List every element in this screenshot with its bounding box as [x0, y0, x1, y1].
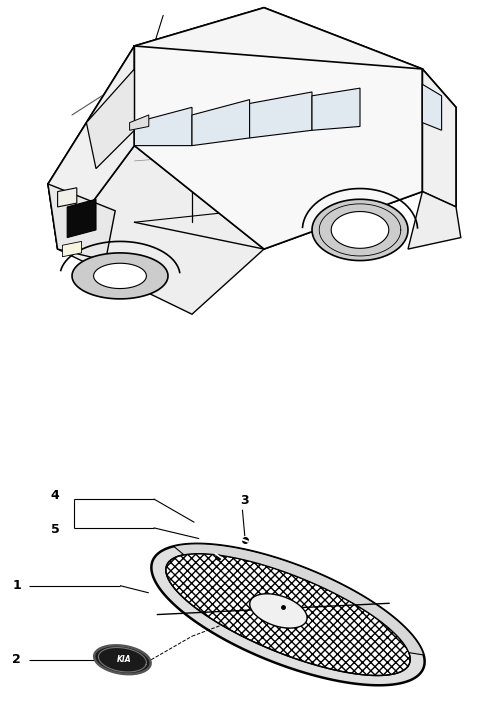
- Polygon shape: [67, 200, 96, 238]
- Polygon shape: [422, 69, 456, 207]
- Text: 1: 1: [12, 579, 21, 592]
- Polygon shape: [422, 85, 442, 130]
- Polygon shape: [331, 212, 389, 248]
- Polygon shape: [58, 188, 77, 207]
- Polygon shape: [58, 145, 264, 315]
- Polygon shape: [166, 554, 410, 675]
- Polygon shape: [250, 92, 312, 138]
- Polygon shape: [48, 46, 134, 249]
- Polygon shape: [134, 8, 422, 107]
- Polygon shape: [134, 46, 422, 249]
- Polygon shape: [62, 241, 82, 257]
- Text: 5: 5: [51, 523, 60, 536]
- Polygon shape: [174, 544, 424, 655]
- Polygon shape: [250, 594, 307, 628]
- Polygon shape: [48, 184, 115, 260]
- Polygon shape: [94, 646, 151, 674]
- Polygon shape: [151, 544, 425, 685]
- Polygon shape: [408, 192, 461, 249]
- Text: KIA: KIA: [117, 655, 131, 664]
- Polygon shape: [72, 253, 168, 299]
- Polygon shape: [134, 107, 192, 145]
- Text: 2: 2: [12, 654, 21, 666]
- Text: 4: 4: [51, 489, 60, 502]
- Polygon shape: [312, 200, 408, 260]
- Polygon shape: [192, 100, 250, 145]
- Polygon shape: [130, 115, 149, 130]
- Polygon shape: [312, 88, 360, 130]
- Polygon shape: [86, 69, 134, 168]
- Polygon shape: [94, 263, 146, 288]
- Text: 3: 3: [240, 495, 249, 507]
